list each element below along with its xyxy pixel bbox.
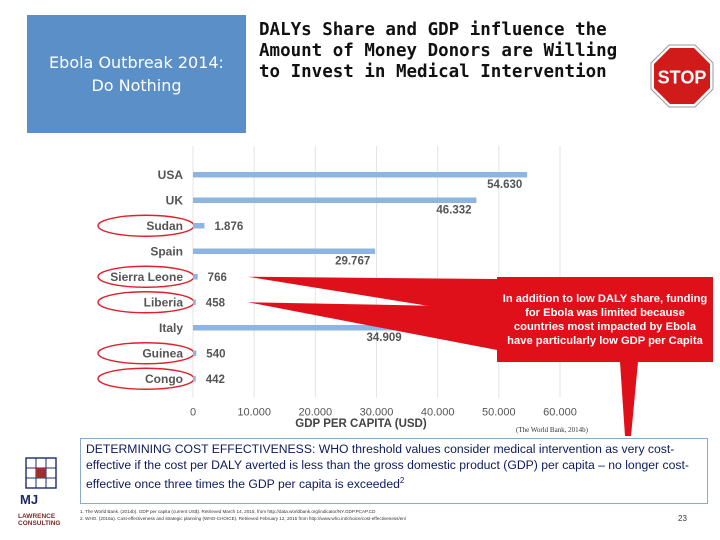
bar	[193, 325, 407, 331]
x-tick-label: 0	[190, 407, 196, 419]
logo-word-1: LAWRENCE	[18, 513, 56, 520]
page-number: 23	[678, 514, 687, 523]
badge-line-1: Ebola Outbreak 2014:	[49, 53, 224, 72]
data-label: 1.876	[214, 221, 243, 233]
logo-grid-accent	[36, 468, 46, 478]
data-label: 442	[206, 374, 225, 386]
data-label: 46.332	[436, 204, 471, 216]
cost-effectiveness-body: DETERMINING COST EFFECTIVENESS: WHO thre…	[86, 442, 689, 492]
x-tick-label: 30.000	[360, 407, 394, 419]
chart-source: (The World Bank, 2014b)	[515, 426, 589, 434]
gdp-bar-chart: USA 54.630 UK 46.332 Sudan 1.876 Spain 29.767 Si…	[97, 146, 713, 436]
x-axis-label: GDP PER CAPITA (USD)	[295, 418, 427, 430]
data-label: 29.767	[335, 255, 370, 267]
x-tick-label: 20.000	[299, 407, 333, 419]
stop-sign-icon: STOP	[650, 44, 714, 108]
logo-grid-icon: MJ	[20, 457, 57, 507]
bar	[193, 376, 196, 382]
footnotes: 1. The World Bank. (2014b). GDP per capi…	[80, 508, 640, 522]
logo-word-2: CONSULTING	[18, 520, 61, 527]
company-logo: MJ LAWRENCE CONSULTING	[18, 456, 70, 536]
slide-badge-text: Ebola Outbreak 2014: Do Nothing	[49, 51, 224, 97]
category-label: UK	[166, 193, 184, 207]
data-label: 540	[206, 348, 225, 360]
x-tick-label: 60.000	[543, 407, 577, 419]
cost-effectiveness-box: DETERMINING COST EFFECTIVENESS: WHO thre…	[80, 438, 708, 504]
slide-badge: Ebola Outbreak 2014: Do Nothing	[27, 15, 246, 133]
bar	[193, 299, 196, 305]
bar	[193, 223, 205, 229]
footnote-marker: 2	[399, 476, 405, 485]
x-tick-label: 10.000	[237, 407, 271, 419]
category-label: Sierra Leone	[110, 270, 183, 284]
chart-bars	[193, 172, 528, 382]
category-label: Spain	[150, 244, 183, 258]
logo-grid-frame	[25, 457, 57, 489]
slide-title: DALYs Share and GDP influence the Amount…	[259, 20, 618, 82]
bar	[193, 248, 376, 254]
data-label: 458	[206, 297, 226, 309]
bar	[193, 350, 197, 356]
bar	[193, 274, 198, 280]
callout-arrow	[620, 362, 638, 436]
bar	[193, 197, 477, 203]
callout-box: In addition to low DALY share, funding f…	[497, 277, 713, 362]
stop-sign-label: STOP	[658, 68, 707, 88]
data-label: 766	[208, 272, 227, 284]
data-label: 34.909	[367, 332, 402, 344]
footnote-1: 1. The World Bank. (2014b). GDP per capi…	[80, 509, 376, 514]
callout-text: In addition to low DALY share, funding f…	[502, 292, 708, 347]
bar	[193, 172, 528, 178]
x-tick-label: 40.000	[421, 407, 455, 419]
footnote-2: 2. WHO. (2015a). Cost-effectiveness and …	[80, 516, 407, 521]
callout-arrow	[248, 302, 497, 350]
category-label: Guinea	[142, 346, 183, 360]
badge-line-2: Do Nothing	[91, 76, 182, 95]
category-label: USA	[158, 168, 184, 182]
cost-effectiveness-text: DETERMINING COST EFFECTIVENESS: WHO thre…	[86, 441, 702, 492]
data-label: 54.630	[487, 179, 522, 191]
chart-x-ticks: 0 10.000 20.000 30.000 40.000 50.000 60.000	[190, 407, 577, 419]
chart-labels: USA 54.630 UK 46.332 Sudan 1.876 Spain 29.767 Si…	[110, 168, 522, 386]
stop-sign-face	[654, 48, 710, 104]
category-label: Congo	[145, 372, 183, 386]
category-label: Sudan	[146, 219, 183, 233]
callout-fill	[497, 277, 713, 362]
callout-arrows	[248, 276, 713, 436]
x-tick-label: 50.000	[482, 407, 516, 419]
logo-initials: MJ	[20, 492, 38, 507]
category-label: Italy	[159, 321, 183, 335]
category-label: Liberia	[144, 295, 184, 309]
